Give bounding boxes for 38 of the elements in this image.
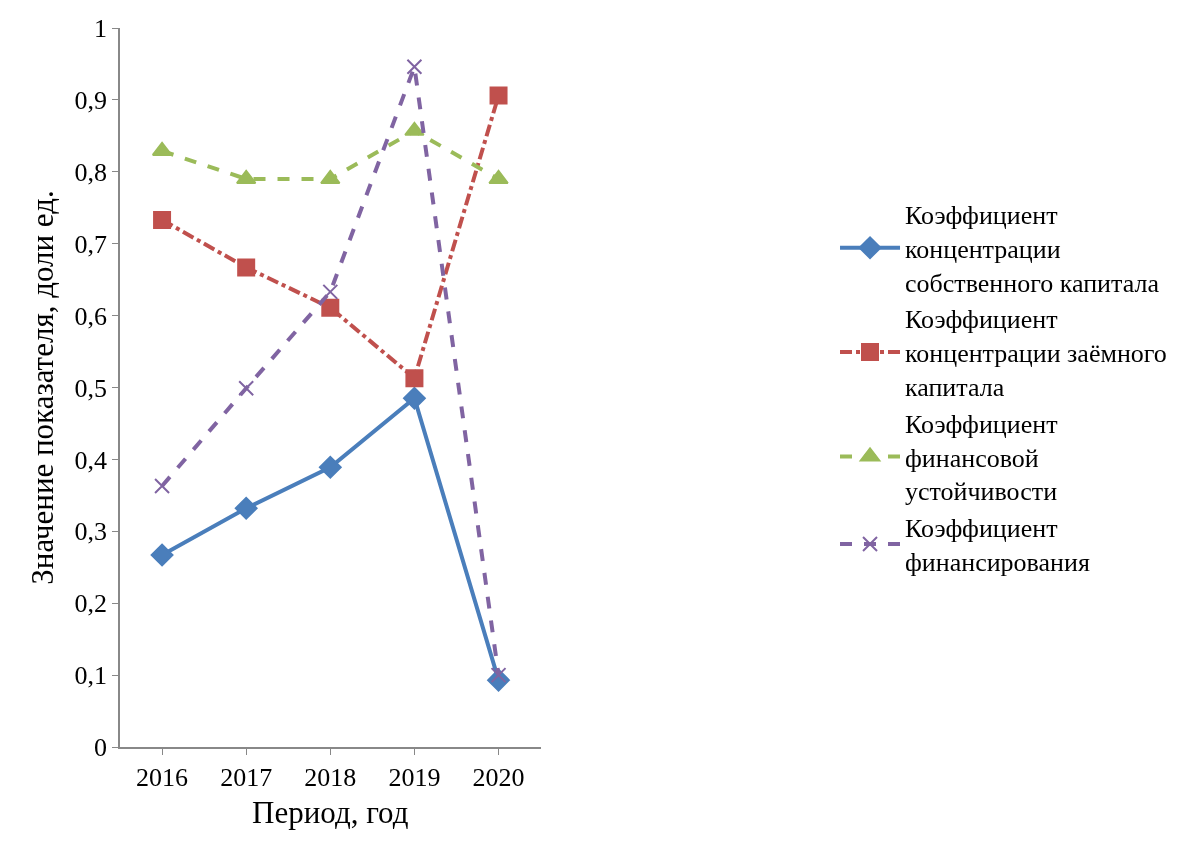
legend-label: Коэффициент финансирования <box>905 514 1090 578</box>
x-axis-title: Период, год <box>252 794 409 830</box>
y-tick-label: 0,3 <box>74 517 108 547</box>
point <box>234 496 258 520</box>
point <box>154 478 171 494</box>
point <box>320 169 341 184</box>
y-tick-label: 1 <box>94 14 108 44</box>
x-tick-label: 2019 <box>388 762 441 792</box>
point <box>489 86 508 105</box>
y-tick-label: 0,2 <box>74 589 108 619</box>
y-axis-title: Значение показателя, доли ед. <box>24 190 60 585</box>
legend-label: Коэффициент концентрации собственного капитала <box>905 201 1160 298</box>
y-tick-label: 0,9 <box>74 86 108 115</box>
y-tick-label: 0,5 <box>74 373 108 403</box>
legend-label: Коэффициент концентрации заёмного капитала <box>905 305 1167 403</box>
x-tick-label: 2016 <box>136 762 189 792</box>
y-tick-label: 0,7 <box>74 229 108 259</box>
point <box>406 58 423 75</box>
point <box>321 298 340 317</box>
point <box>322 283 339 300</box>
x-tick-label: 2017 <box>220 762 273 792</box>
point <box>488 169 509 184</box>
point <box>153 210 172 229</box>
y-tick-label: 0,8 <box>74 157 108 187</box>
point <box>403 386 426 410</box>
point <box>237 258 256 277</box>
y-tick-label: 0 <box>94 733 108 763</box>
point <box>404 121 425 136</box>
point <box>318 455 342 479</box>
y-tick-label: 0,4 <box>74 445 108 475</box>
y-tick-label: 0,6 <box>74 301 108 331</box>
point <box>238 380 255 397</box>
y-tick-label: 0,1 <box>74 661 108 691</box>
point <box>150 543 174 567</box>
x-tick-label: 2020 <box>472 762 525 792</box>
point <box>405 369 424 388</box>
legend-label: Коэффициент финансовой устойчивости <box>905 409 1058 507</box>
x-tick-label: 2018 <box>304 762 357 792</box>
